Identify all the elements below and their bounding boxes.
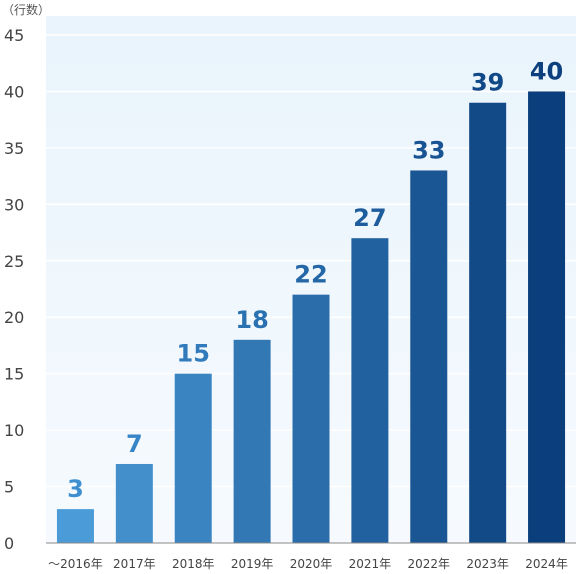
data-labels: 3 7 15 18 22 27 33 39 40 (67, 57, 563, 503)
x-axis-labels: ～2016年 2017年 2018年 2019年 2020年 2021年 2022年 2023… (48, 557, 568, 571)
bar (174, 373, 212, 543)
data-label: 18 (235, 306, 268, 334)
bar (528, 91, 566, 543)
y-tick-label: 10 (4, 421, 24, 440)
y-axis-ticks: 0 5 10 15 20 25 30 35 40 45 (4, 26, 24, 553)
y-tick-label: 25 (4, 252, 24, 271)
y-tick-label: 5 (4, 478, 14, 497)
data-label: 39 (471, 69, 504, 97)
y-tick-label: 40 (4, 82, 24, 101)
y-axis-unit-label: （行数） (2, 2, 50, 17)
data-label: 7 (126, 430, 143, 458)
bar (56, 509, 94, 543)
bar (115, 463, 153, 543)
bar (469, 102, 507, 543)
data-label: 22 (294, 261, 327, 289)
x-tick-label: 2017年 (113, 557, 156, 571)
x-tick-label: 2018年 (172, 557, 215, 571)
y-tick-label: 35 (4, 139, 24, 158)
bars (56, 91, 566, 543)
x-tick-label: 2021年 (349, 557, 392, 571)
data-label: 33 (412, 136, 445, 164)
y-tick-label: 15 (4, 365, 24, 384)
bar (410, 170, 448, 543)
x-tick-label: 2020年 (290, 557, 333, 571)
data-label: 15 (177, 340, 210, 368)
x-tick-label: 2024年 (525, 557, 568, 571)
y-tick-label: 20 (4, 308, 24, 327)
y-tick-label: 45 (4, 26, 24, 45)
y-tick-label: 30 (4, 195, 24, 214)
x-tick-label: ～2016年 (48, 557, 103, 571)
data-label: 40 (530, 57, 563, 85)
y-tick-label: 0 (4, 534, 14, 553)
x-tick-label: 2023年 (466, 557, 509, 571)
data-label: 27 (353, 204, 386, 232)
data-label: 3 (67, 475, 84, 503)
x-tick-label: 2019年 (231, 557, 274, 571)
x-tick-label: 2022年 (408, 557, 451, 571)
bar (233, 339, 271, 543)
bar (292, 294, 330, 543)
bar (351, 238, 389, 543)
